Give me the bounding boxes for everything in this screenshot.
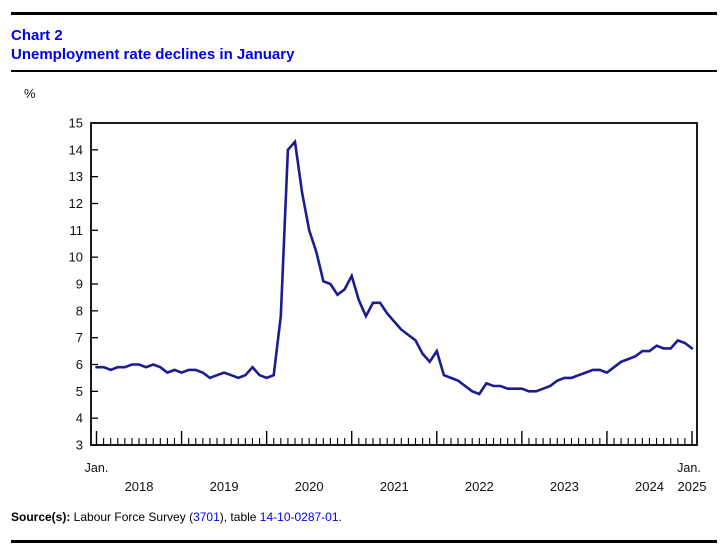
y-tick-label: 4 <box>76 411 83 426</box>
y-tick-label: 3 <box>76 438 83 453</box>
x-year-label: 2025 <box>678 479 707 494</box>
y-tick-label: 15 <box>69 116 83 131</box>
chart-number: Chart 2 <box>11 27 63 44</box>
y-tick-label: 13 <box>69 169 83 184</box>
y-tick-label: 14 <box>69 142 83 157</box>
x-year-label: 2018 <box>125 479 154 494</box>
x-year-label: 2020 <box>295 479 324 494</box>
y-tick-label: 10 <box>69 250 83 265</box>
chart-title: Unemployment rate declines in January <box>11 46 295 63</box>
top-rule <box>11 12 717 15</box>
x-year-label: 2019 <box>210 479 239 494</box>
title-divider-rule <box>11 70 717 72</box>
table-14-10-0287-01-link[interactable]: 14-10-0287-01 <box>259 510 339 524</box>
y-tick-label: 11 <box>70 223 84 238</box>
survey-3701-link[interactable]: 3701 <box>193 510 220 524</box>
y-tick-label: 6 <box>76 357 83 372</box>
y-tick-label: 9 <box>76 277 83 292</box>
y-tick-label: 8 <box>76 303 83 318</box>
plot-border <box>90 122 698 446</box>
x-end-jan-label: Jan. <box>677 461 701 475</box>
x-year-label: 2024 <box>635 479 664 494</box>
source-label: Source(s): <box>11 510 71 524</box>
chart-title-block: Chart 2 Unemployment rate declines in Ja… <box>11 26 294 64</box>
y-tick-label: 7 <box>76 330 83 345</box>
x-start-jan-label: Jan. <box>85 461 109 475</box>
y-tick-label: 12 <box>69 196 83 211</box>
x-year-label: 2022 <box>465 479 494 494</box>
y-tick-label: 5 <box>76 384 83 399</box>
source-note: Source(s): Labour Force Survey (3701), t… <box>11 510 342 524</box>
x-year-label: 2023 <box>550 479 579 494</box>
source-text-3: . <box>338 510 342 524</box>
source-text-1: Labour Force Survey ( <box>70 510 194 524</box>
unemployment-rate-line <box>95 138 694 396</box>
bottom-rule <box>11 540 717 543</box>
x-year-label: 2021 <box>380 479 409 494</box>
source-text-2: ), table <box>219 510 260 524</box>
y-axis-unit-label: % <box>24 86 36 101</box>
